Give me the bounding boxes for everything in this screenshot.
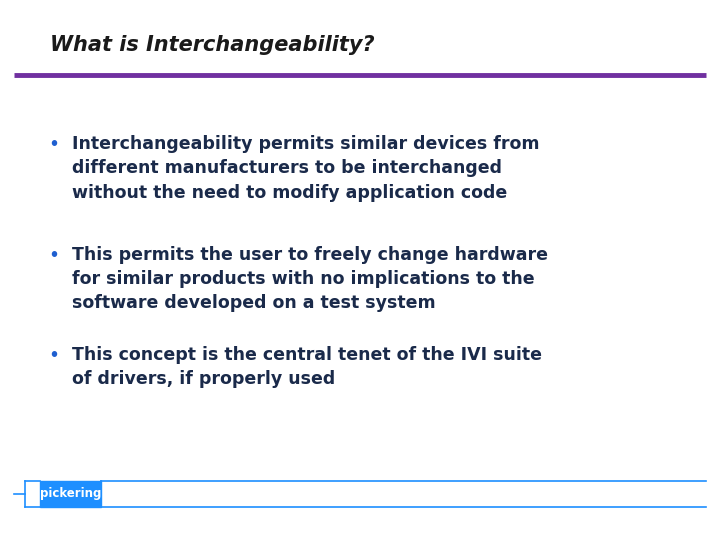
- Text: What is Interchangeability?: What is Interchangeability?: [50, 35, 375, 55]
- Text: This concept is the central tenet of the IVI suite
of drivers, if properly used: This concept is the central tenet of the…: [72, 346, 542, 388]
- Text: pickering: pickering: [40, 487, 101, 500]
- Text: This permits the user to freely change hardware
for similar products with no imp: This permits the user to freely change h…: [72, 246, 548, 312]
- Text: •: •: [48, 246, 60, 265]
- Text: Interchangeability permits similar devices from
different manufacturers to be in: Interchangeability permits similar devic…: [72, 135, 539, 201]
- Text: •: •: [48, 346, 60, 365]
- Text: •: •: [48, 135, 60, 154]
- FancyBboxPatch shape: [40, 481, 101, 507]
